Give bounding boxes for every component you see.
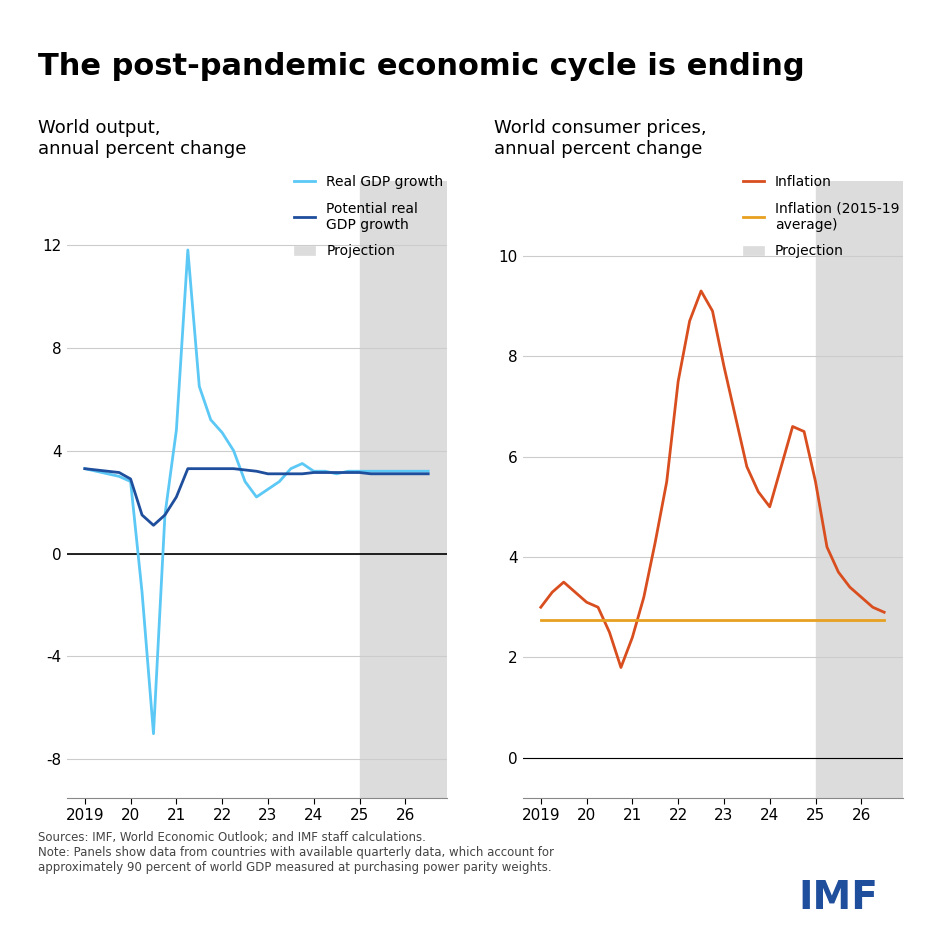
Text: The post-pandemic economic cycle is ending: The post-pandemic economic cycle is endi… (38, 52, 805, 82)
Text: World output,
annual percent change: World output, annual percent change (38, 119, 246, 158)
Text: Sources: IMF, World Economic Outlook; and IMF staff calculations.
Note: Panels s: Sources: IMF, World Economic Outlook; an… (38, 831, 554, 874)
Legend: Inflation, Inflation (2015-19
average), Projection: Inflation, Inflation (2015-19 average), … (743, 175, 900, 258)
Bar (815, 180, 902, 798)
Bar (359, 180, 446, 798)
Legend: Real GDP growth, Potential real
GDP growth, Projection: Real GDP growth, Potential real GDP grow… (294, 175, 444, 258)
Text: World consumer prices,
annual percent change: World consumer prices, annual percent ch… (494, 119, 707, 158)
Text: IMF: IMF (798, 879, 878, 917)
